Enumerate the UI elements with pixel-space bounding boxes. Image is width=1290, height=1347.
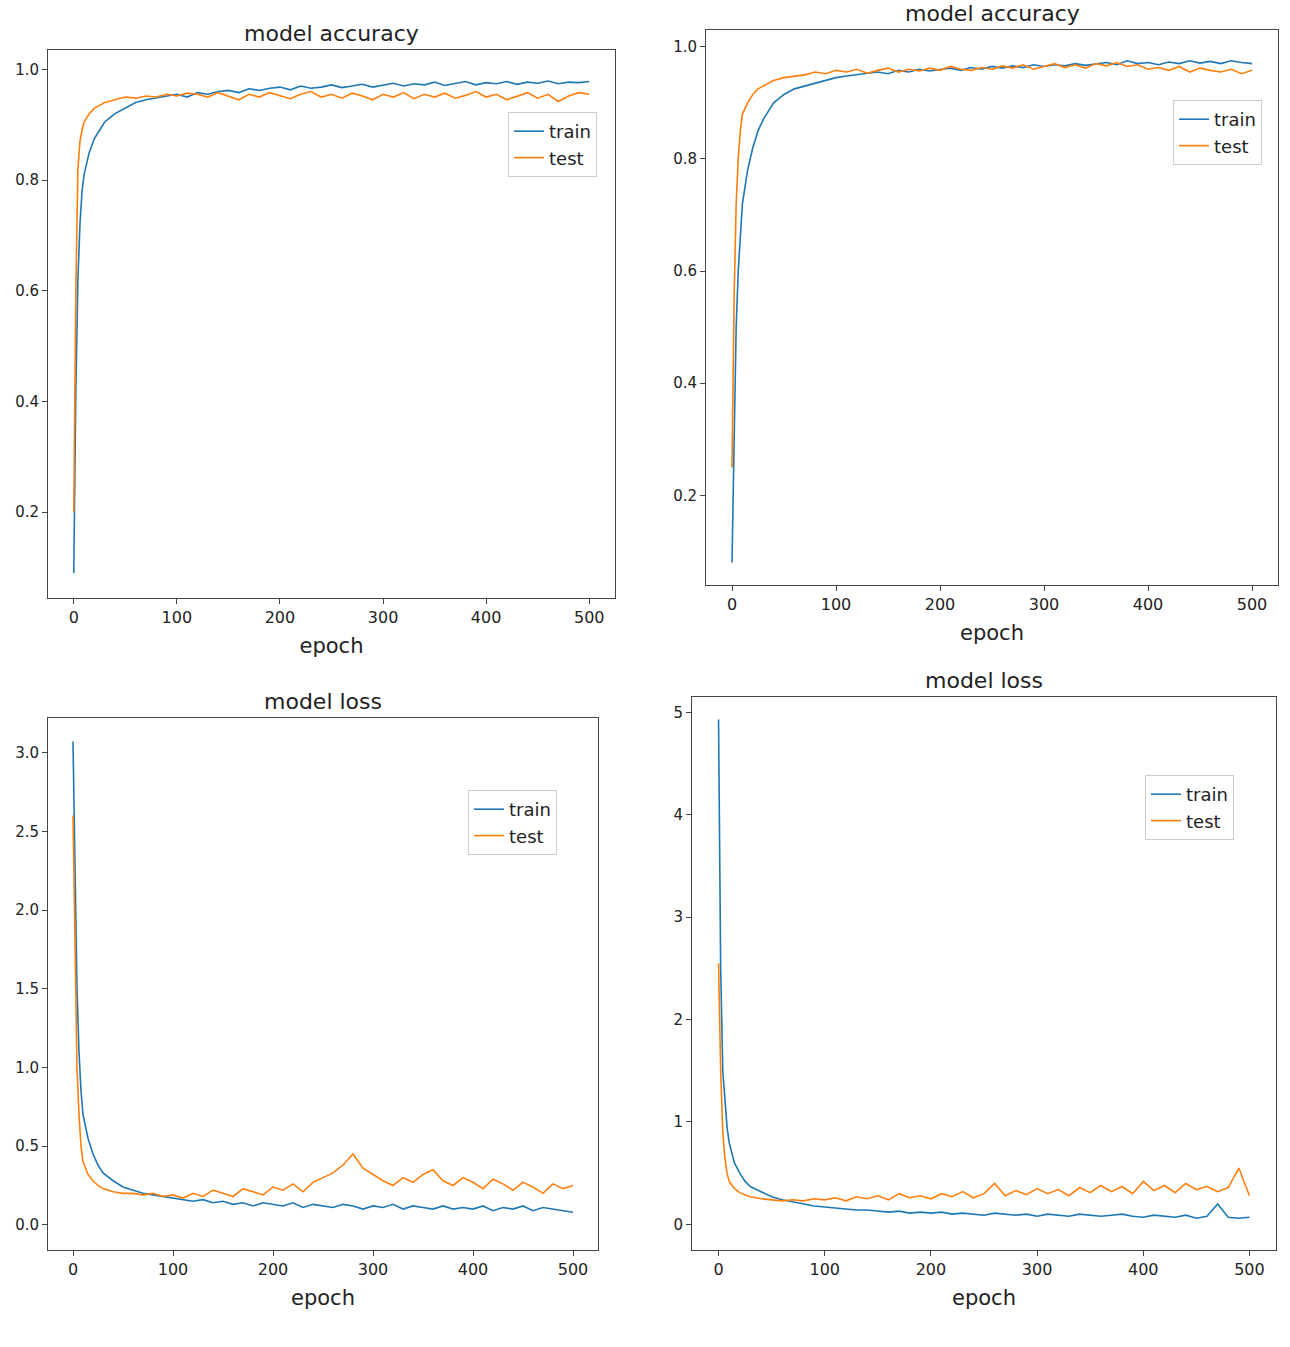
svg-text:0.2: 0.2 xyxy=(15,503,39,521)
svg-text:2: 2 xyxy=(673,1011,683,1029)
svg-text:300: 300 xyxy=(368,608,399,627)
svg-text:3: 3 xyxy=(673,908,683,926)
svg-text:test: test xyxy=(549,148,584,169)
svg-text:train: train xyxy=(1214,109,1256,130)
svg-text:train: train xyxy=(549,121,591,142)
svg-text:model loss: model loss xyxy=(925,668,1043,693)
svg-text:0.8: 0.8 xyxy=(673,150,697,168)
svg-text:100: 100 xyxy=(162,608,193,627)
svg-text:epoch: epoch xyxy=(952,1286,1016,1310)
svg-text:200: 200 xyxy=(265,608,296,627)
svg-text:epoch: epoch xyxy=(300,634,364,658)
svg-text:0.8: 0.8 xyxy=(15,171,39,189)
svg-text:0.6: 0.6 xyxy=(15,282,39,300)
svg-text:0: 0 xyxy=(727,595,737,614)
svg-text:0: 0 xyxy=(673,1216,683,1234)
svg-text:4: 4 xyxy=(673,806,683,824)
svg-text:2.0: 2.0 xyxy=(15,901,39,919)
svg-text:400: 400 xyxy=(1133,595,1164,614)
svg-text:300: 300 xyxy=(358,1260,389,1279)
svg-text:3.0: 3.0 xyxy=(15,744,39,762)
svg-text:500: 500 xyxy=(1234,1260,1265,1279)
svg-text:100: 100 xyxy=(809,1260,840,1279)
svg-text:0.4: 0.4 xyxy=(15,393,39,411)
svg-text:0.5: 0.5 xyxy=(15,1137,39,1155)
svg-text:0: 0 xyxy=(713,1260,723,1279)
svg-text:0: 0 xyxy=(68,1260,78,1279)
svg-text:1.0: 1.0 xyxy=(15,61,39,79)
svg-text:5: 5 xyxy=(673,704,683,722)
svg-text:test: test xyxy=(509,826,544,847)
svg-text:train: train xyxy=(509,799,551,820)
svg-text:test: test xyxy=(1214,136,1249,157)
svg-text:0.0: 0.0 xyxy=(15,1216,39,1234)
svg-text:0: 0 xyxy=(69,608,79,627)
svg-text:test: test xyxy=(1186,811,1221,832)
svg-text:500: 500 xyxy=(574,608,605,627)
svg-text:400: 400 xyxy=(1128,1260,1159,1279)
svg-text:1.5: 1.5 xyxy=(15,980,39,998)
svg-text:train: train xyxy=(1186,784,1228,805)
svg-text:model accuracy: model accuracy xyxy=(244,21,419,46)
svg-text:model loss: model loss xyxy=(264,689,382,714)
svg-text:0.4: 0.4 xyxy=(673,374,697,392)
svg-text:200: 200 xyxy=(925,595,956,614)
svg-text:400: 400 xyxy=(458,1260,489,1279)
svg-text:400: 400 xyxy=(471,608,502,627)
svg-text:100: 100 xyxy=(821,595,852,614)
svg-text:300: 300 xyxy=(1022,1260,1053,1279)
svg-text:200: 200 xyxy=(258,1260,289,1279)
svg-text:0.2: 0.2 xyxy=(673,487,697,505)
svg-text:1: 1 xyxy=(673,1113,683,1131)
svg-text:500: 500 xyxy=(1237,595,1268,614)
svg-text:200: 200 xyxy=(916,1260,947,1279)
svg-text:model accuracy: model accuracy xyxy=(905,1,1080,26)
svg-text:1.0: 1.0 xyxy=(673,38,697,56)
svg-text:0.6: 0.6 xyxy=(673,262,697,280)
svg-text:500: 500 xyxy=(558,1260,589,1279)
svg-text:epoch: epoch xyxy=(291,1286,355,1310)
svg-text:300: 300 xyxy=(1029,595,1060,614)
svg-text:epoch: epoch xyxy=(960,621,1024,645)
svg-text:100: 100 xyxy=(158,1260,189,1279)
svg-text:1.0: 1.0 xyxy=(15,1059,39,1077)
svg-text:2.5: 2.5 xyxy=(15,823,39,841)
